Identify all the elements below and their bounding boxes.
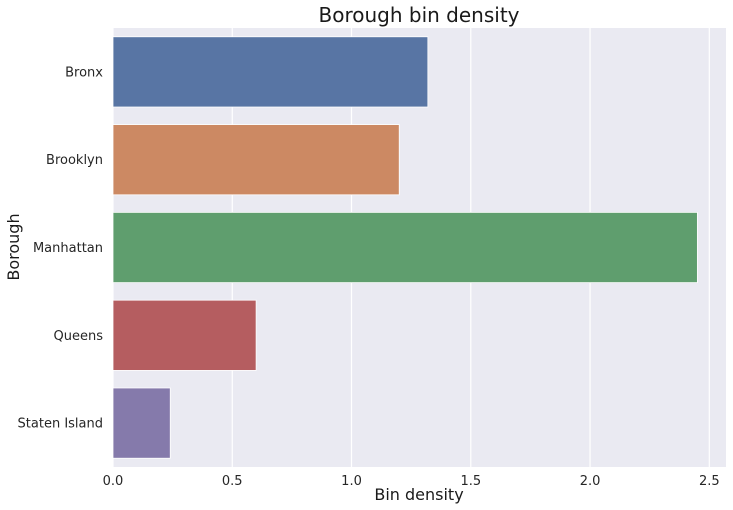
bars	[112, 36, 698, 459]
x-axis-label: Bin density	[374, 485, 463, 504]
y-tick-labels: Bronx Brooklyn Manhattan Queens Staten Islan…	[18, 65, 104, 431]
y-tick-label: Brooklyn	[46, 153, 103, 168]
bar-queens	[112, 299, 257, 371]
x-tick-label: 2.0	[580, 474, 601, 489]
x-tick-labels: 0.0 0.5 1.0 1.5 2.0 2.5	[103, 474, 720, 489]
y-tick-label: Bronx	[65, 65, 103, 80]
x-tick-label: 1.5	[460, 474, 481, 489]
bar-staten-island	[112, 387, 171, 459]
x-tick-label: 2.5	[699, 474, 720, 489]
y-tick-label: Staten Island	[18, 417, 103, 432]
bar-bronx	[112, 36, 429, 108]
x-tick-label: 0.5	[222, 474, 243, 489]
y-tick-label: Queens	[54, 329, 104, 344]
chart-title: Borough bin density	[319, 3, 520, 27]
y-axis-label: Borough	[4, 213, 23, 280]
bar-manhattan	[112, 211, 698, 284]
x-tick-label: 1.0	[341, 474, 362, 489]
x-tick-label: 0.0	[103, 474, 124, 489]
y-tick-label: Manhattan	[33, 241, 103, 256]
bar-brooklyn	[112, 124, 400, 196]
